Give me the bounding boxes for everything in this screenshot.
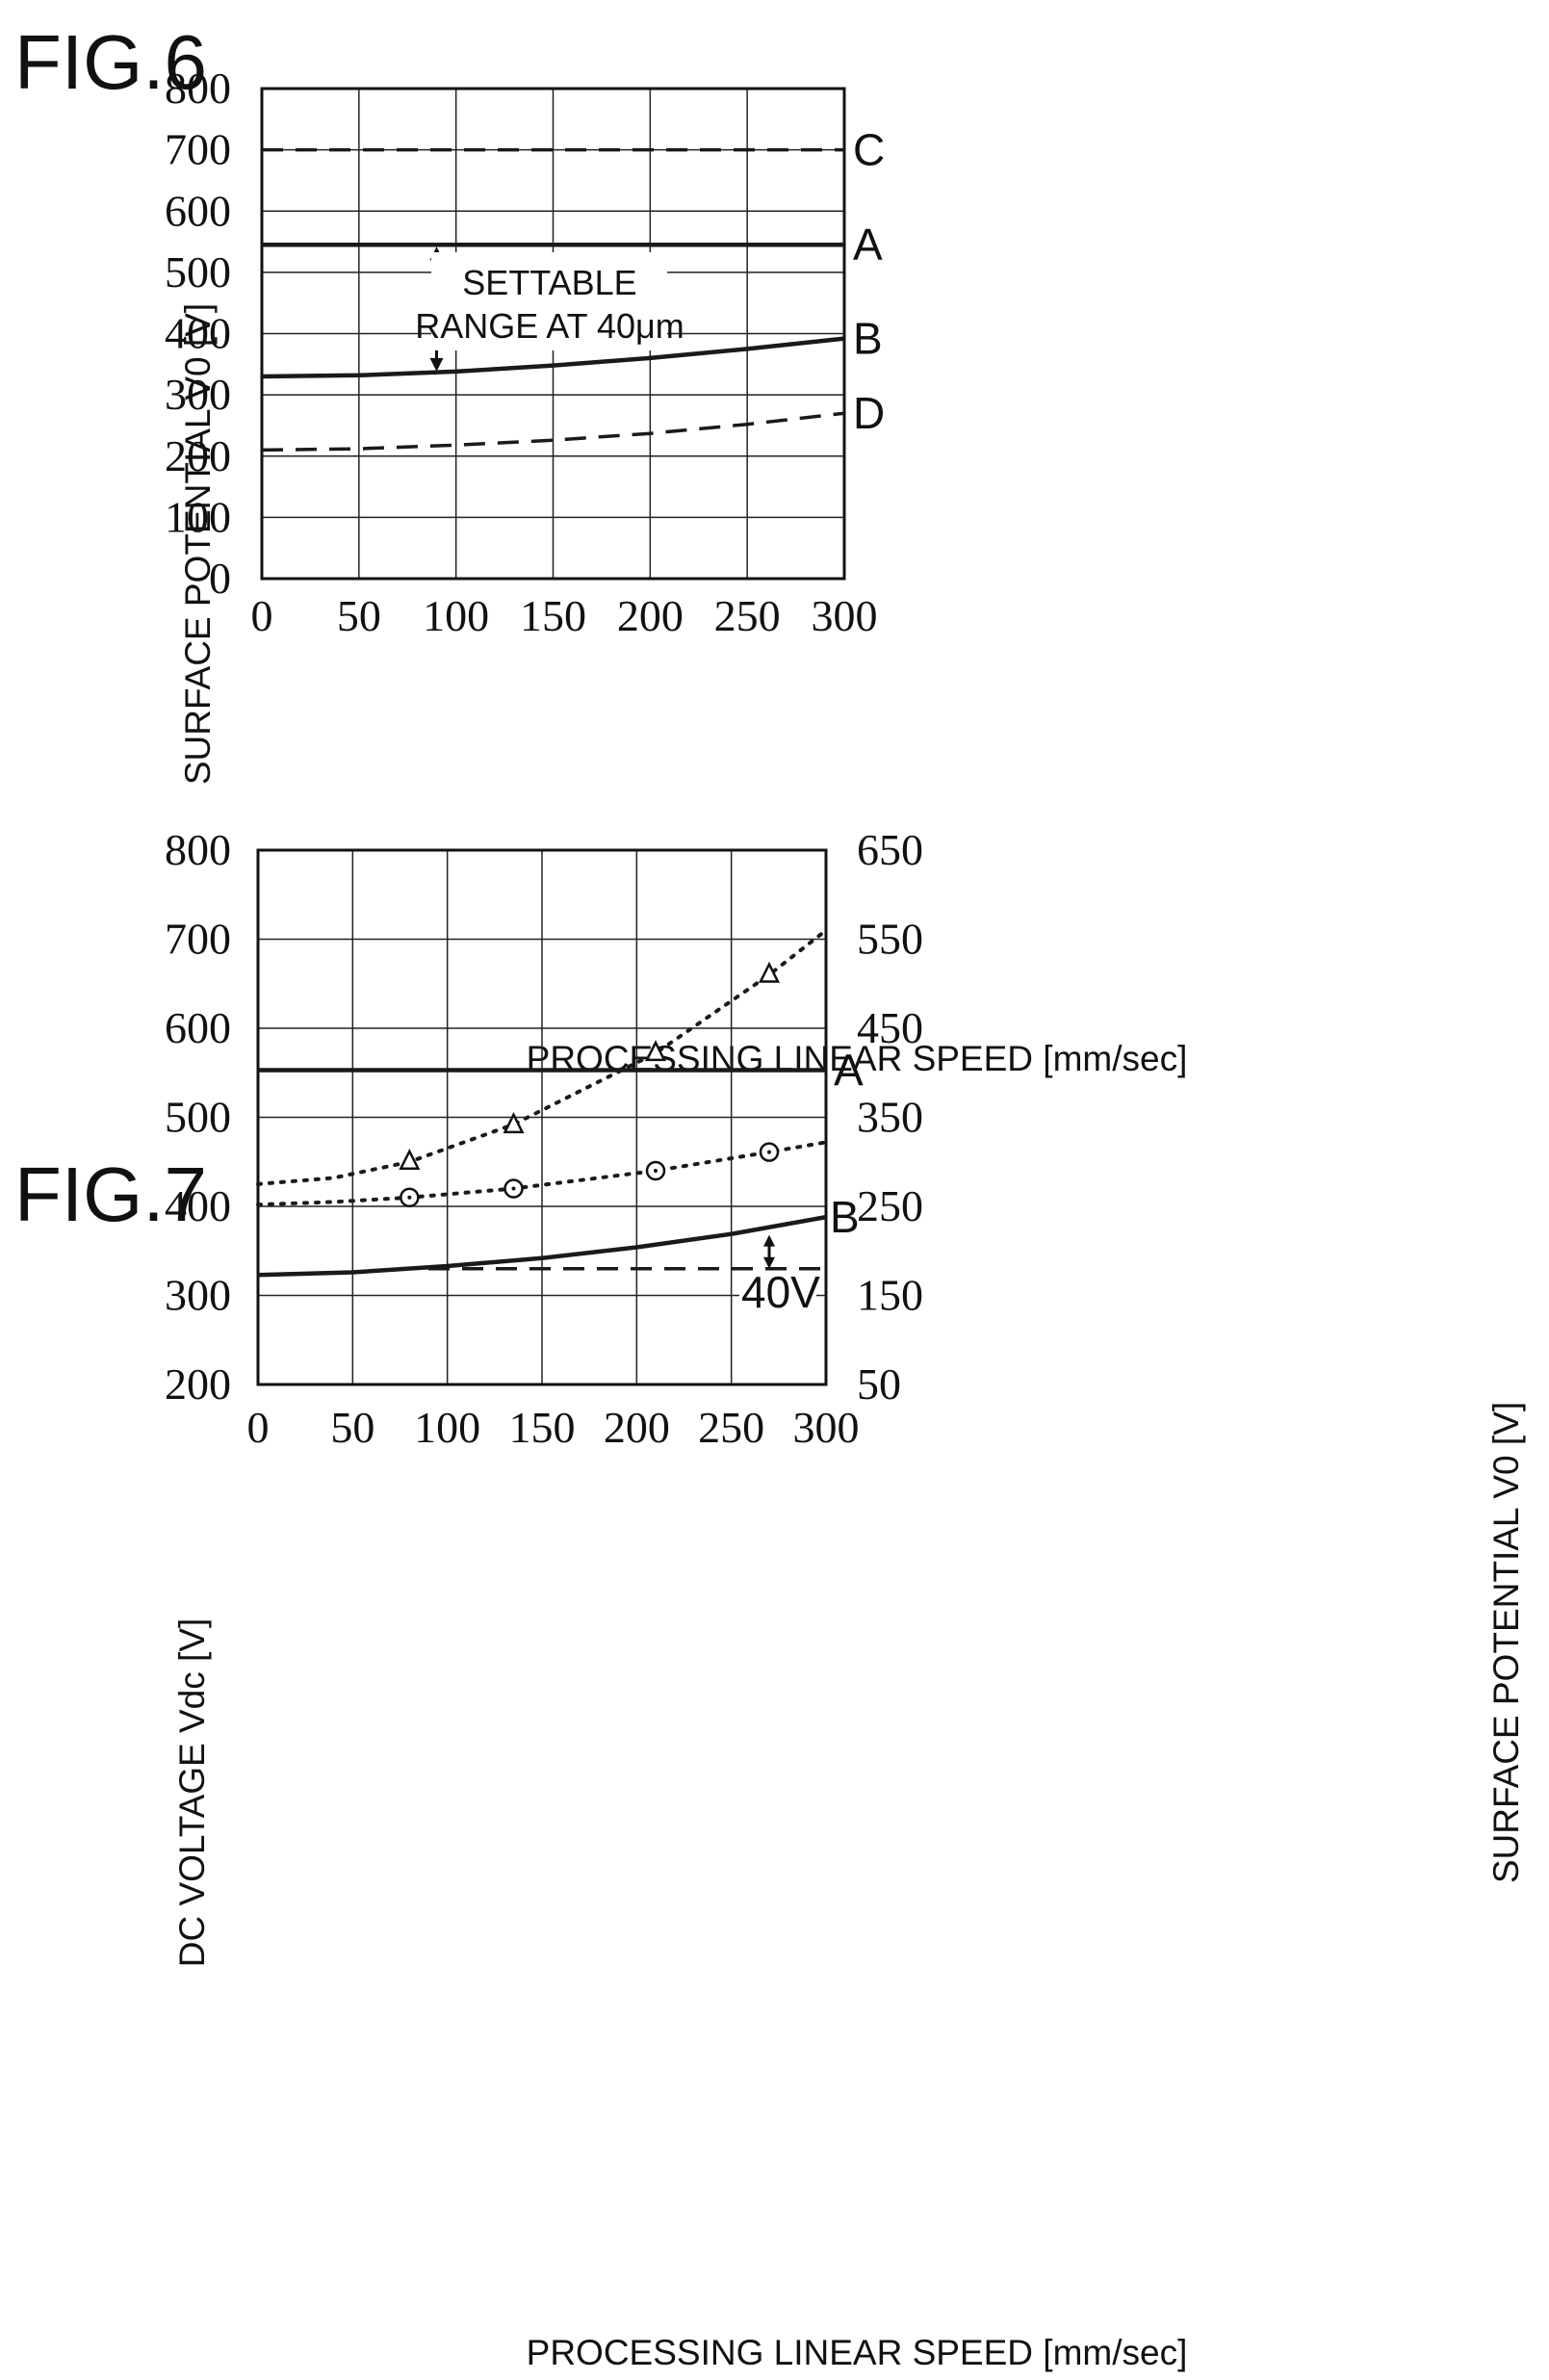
fig7-series-label-a: A bbox=[834, 1045, 864, 1095]
fig7-x-tick-label: 250 bbox=[698, 1403, 764, 1452]
fig7-x-tick-label: 300 bbox=[793, 1403, 860, 1452]
fig6-series-label-b: B bbox=[853, 314, 883, 364]
fig7-triangle-marker bbox=[399, 1148, 421, 1170]
fig7-x-tick-label: 150 bbox=[509, 1403, 576, 1452]
fig6-annotation-box bbox=[431, 252, 667, 350]
fig7-x-ticks: 0 50 100 150 200 250 300 bbox=[247, 1403, 860, 1452]
fig6-plot-frame bbox=[260, 87, 846, 581]
fig7-y-axis-label: DC VOLTAGE Vdc [V] bbox=[172, 1618, 212, 1968]
fig7-y2-tick-label: 450 bbox=[857, 1003, 923, 1052]
fig7-y2-tick-label: 650 bbox=[857, 825, 923, 874]
fig6-range-arrow-head-bottom bbox=[429, 357, 444, 372]
fig7-circle-marker-dot bbox=[407, 1195, 412, 1200]
fig7-y-tick-label: 500 bbox=[165, 1093, 231, 1142]
fig6-y-tick-label: 300 bbox=[165, 370, 231, 419]
fig7-annotation: 40V bbox=[739, 1234, 820, 1317]
fig7-y-tick-label: 300 bbox=[165, 1271, 231, 1320]
fig6-annotation-text: RANGE AT 40μm bbox=[415, 306, 684, 346]
fig6-y-tick-label: 0 bbox=[209, 554, 231, 603]
fig6-y-axis-label: SURFACE POTENTIAL V0 [V] bbox=[178, 303, 218, 785]
fig7-triangle-marker bbox=[503, 1112, 525, 1134]
fig7-y-tick-label: 800 bbox=[165, 825, 231, 874]
fig7-x-tick-label: 200 bbox=[604, 1403, 670, 1452]
fig7-y2-tick-label: 550 bbox=[857, 915, 923, 964]
fig7-40v-arrow-head-top bbox=[763, 1234, 775, 1247]
fig7-series-label-b: B bbox=[830, 1192, 860, 1242]
fig6-y-tick-label: 700 bbox=[165, 125, 231, 174]
fig6-title: FIG.6 bbox=[14, 19, 207, 105]
fig7-plot-frame bbox=[256, 848, 828, 1386]
fig7-circle-marker-dot bbox=[654, 1169, 658, 1173]
fig6-annotation: SETTABLE RANGE AT 40μm bbox=[415, 246, 684, 372]
fig7-y2-tick-label: 50 bbox=[857, 1359, 901, 1409]
fig7-series-labels: AB bbox=[830, 1045, 864, 1242]
fig6-series-line-b bbox=[261, 336, 845, 379]
fig6-series-label-c: C bbox=[853, 125, 885, 175]
fig7-grid bbox=[256, 848, 828, 1386]
fig6-y-tick-label: 800 bbox=[165, 64, 231, 113]
fig6-series-label-a: A bbox=[853, 220, 883, 270]
fig7-y2-axis-label: SURFACE POTENTIAL V0 [V] bbox=[1486, 1402, 1526, 1883]
fig6-x-tick-label: 300 bbox=[812, 591, 878, 640]
fig7-y2-ticks: 50 150 250 350 450 550 650 bbox=[857, 825, 923, 1409]
fig6-series-line-d bbox=[261, 411, 845, 453]
fig7-y2-tick-label: 150 bbox=[857, 1271, 923, 1320]
fig7-40v-label-bg bbox=[739, 1273, 816, 1313]
fig7-40v-arrow-head-bottom bbox=[763, 1256, 775, 1269]
fig6-x-tick-label: 250 bbox=[714, 591, 781, 640]
fig7-circle-marker-dot bbox=[511, 1186, 516, 1191]
fig7-circle-marker-dot bbox=[767, 1150, 771, 1154]
fig7-x-tick-label: 0 bbox=[247, 1403, 270, 1452]
fig6-y-tick-label: 600 bbox=[165, 186, 231, 235]
fig6-y-tick-label: 500 bbox=[165, 247, 231, 297]
fig7-markers bbox=[399, 961, 781, 1207]
fig7-y-tick-label: 200 bbox=[165, 1359, 231, 1409]
fig6-y-tick-label: 200 bbox=[165, 431, 231, 480]
fig6-y-tick-label: 400 bbox=[165, 309, 231, 358]
fig7-40v-label: 40V bbox=[741, 1267, 820, 1317]
fig7-x-tick-label: 100 bbox=[414, 1403, 480, 1452]
fig7-y2-tick-label: 350 bbox=[857, 1093, 923, 1142]
fig7-title: FIG.7 bbox=[14, 1151, 207, 1237]
fig6-annotation-text: SETTABLE bbox=[462, 263, 636, 302]
fig6-x-tick-label: 150 bbox=[520, 591, 586, 640]
fig7-y-tick-label: 600 bbox=[165, 1003, 231, 1052]
fig6-x-tick-label: 50 bbox=[337, 591, 381, 640]
fig7-y-ticks: 200 300 400 500 600 700 800 bbox=[165, 825, 231, 1409]
fig6-x-tick-label: 0 bbox=[251, 591, 273, 640]
fig7-y2-tick-label: 250 bbox=[857, 1181, 923, 1230]
fig7-x-tick-label: 50 bbox=[330, 1403, 374, 1452]
fig6-series-group bbox=[261, 147, 845, 453]
fig6-x-tick-label: 100 bbox=[423, 591, 489, 640]
fig7-y-tick-label: 700 bbox=[165, 915, 231, 964]
fig7-x-axis-label: PROCESSING LINEAR SPEED [mm/sec] bbox=[527, 2333, 1188, 2372]
fig6-y-ticks: 0 100 200 300 400 500 600 700 800 bbox=[165, 64, 231, 603]
fig6-series-label-d: D bbox=[853, 388, 885, 438]
fig7-y-tick-label: 400 bbox=[165, 1181, 231, 1230]
fig6-x-tick-label: 200 bbox=[617, 591, 684, 640]
fig6-x-ticks: 0 50 100 150 200 250 300 bbox=[251, 591, 878, 640]
fig6-y-tick-label: 100 bbox=[165, 492, 231, 541]
fig7-series-line-b bbox=[257, 1214, 827, 1278]
fig7-chart: FIG.7 AB 0 50 100 150 200 250 300 200300400500… bbox=[14, 825, 1526, 2372]
fig7-triangle-marker bbox=[758, 961, 781, 983]
fig7-triangle-marker bbox=[644, 1040, 667, 1062]
